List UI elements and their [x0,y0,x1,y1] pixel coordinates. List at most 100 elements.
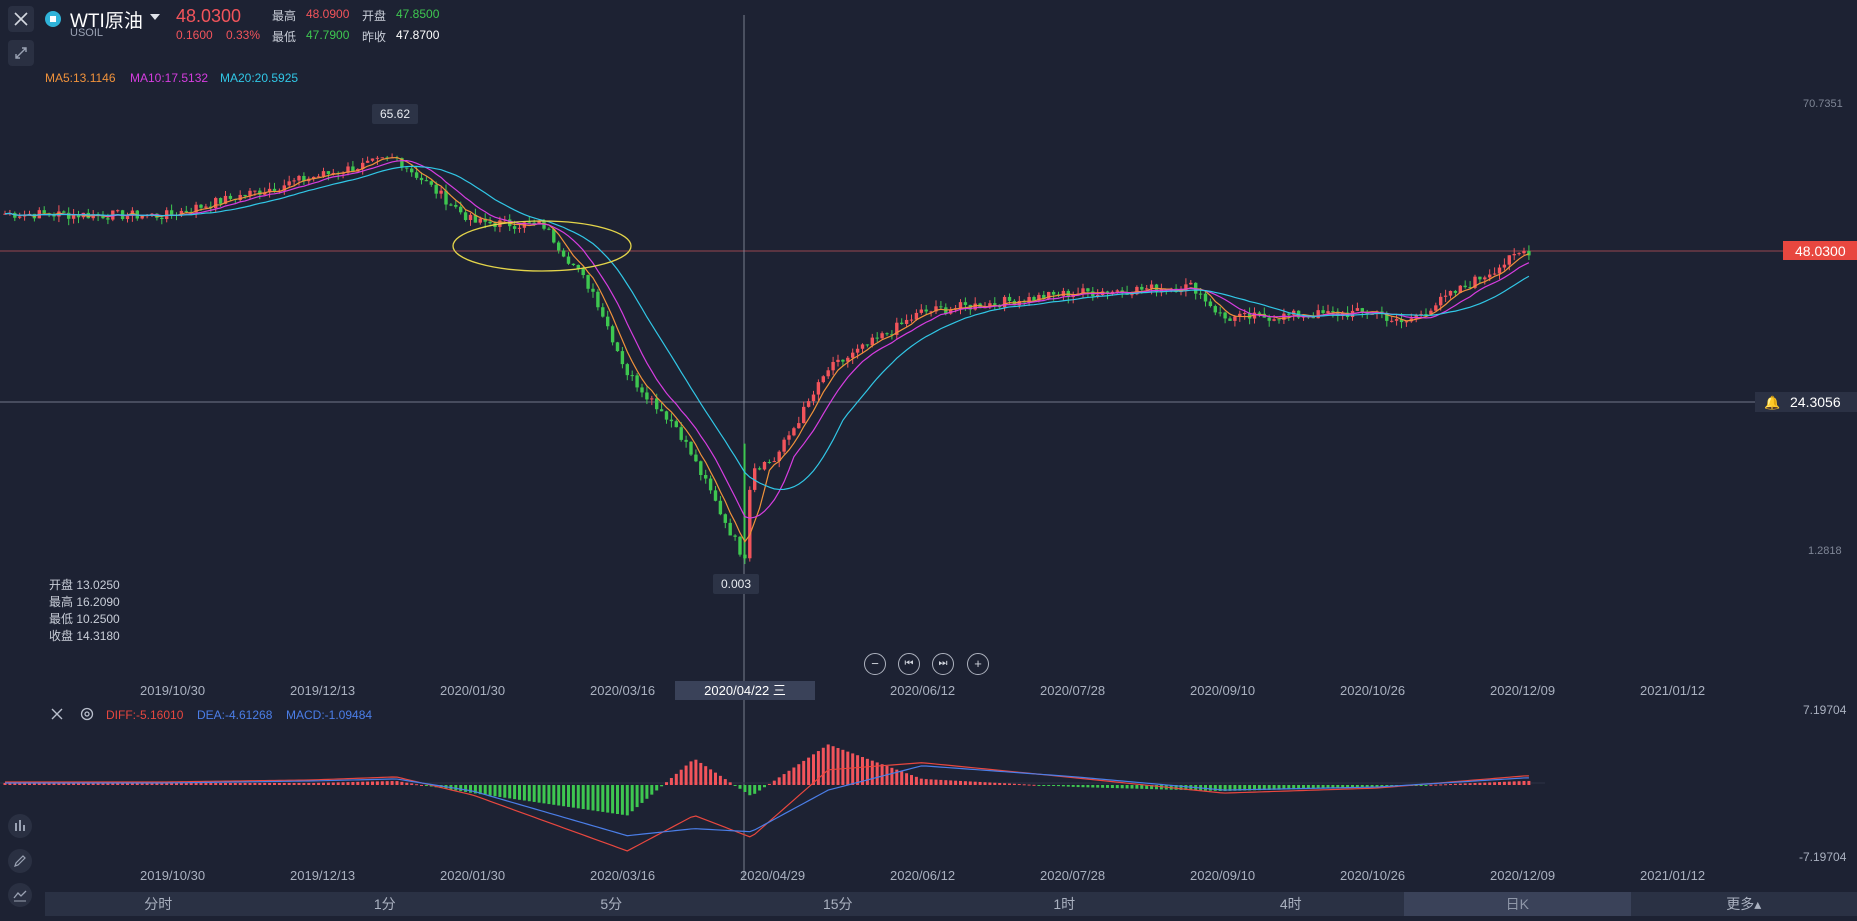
macd-histogram-bar [1434,784,1438,786]
candle [1203,293,1208,302]
timeframe-2[interactable]: 5分 [600,896,623,912]
candle [802,406,806,424]
macd-histogram-bar [1346,785,1350,788]
low-marker: 0.003 [713,574,760,594]
macd-histogram-bar [1287,785,1291,790]
macd-histogram-bar [870,760,874,785]
prev-icon[interactable]: ⏮ [898,653,920,675]
candle [640,387,644,393]
candle [870,337,874,346]
macd-histogram-bar [410,783,414,785]
candle [179,210,184,216]
macd-histogram-bar [356,781,360,785]
zoom-out-icon[interactable]: − [864,653,886,675]
macd-histogram-bar [1522,780,1526,785]
candle [1429,310,1433,315]
macd-histogram-bar [238,782,242,785]
date-tick-main: 2020/03/16 [590,683,656,698]
symbol-name[interactable]: WTI原油 [70,11,143,32]
macd-histogram-bar [86,782,90,785]
macd-histogram-bar [1370,785,1374,788]
candle [1228,318,1232,321]
ma5-legend: MA5:13.1146 [45,71,116,85]
macd-histogram-bar [1218,785,1222,791]
candle [410,168,414,173]
candle [846,357,850,362]
close-icon[interactable] [8,6,34,32]
ohlc-close: 收盘 14.3180 [49,629,120,643]
macd-histogram-bar [959,780,962,785]
last-price: 48.0300 [176,6,242,26]
timeframe-6[interactable]: 日K [1404,892,1631,916]
candle [1360,308,1364,312]
line-tool-icon[interactable] [8,883,32,907]
settings-icon[interactable] [80,707,94,726]
dropdown-icon[interactable] [150,14,160,20]
candle [606,316,610,327]
candle [1002,296,1007,308]
timeframe-7[interactable]: 更多▴ [1726,896,1762,912]
macd-histogram-bar [194,782,198,785]
macd-histogram-bar [204,782,208,785]
candle [449,204,453,206]
candle [694,454,698,462]
macd-histogram-bar [1498,781,1501,785]
date-tick-macd: 2020/03/16 [590,868,656,883]
macd-histogram-bar [106,782,110,785]
macd-histogram-bar [934,779,938,785]
macd-histogram-bar [552,785,556,805]
macd-histogram-bar [885,766,889,785]
candle [934,306,938,312]
candle [1394,319,1399,321]
date-tick-macd: 2020/01/30 [440,868,506,883]
candle [659,409,664,412]
macd-histogram-bar [718,775,722,785]
macd-histogram-bar [562,785,566,807]
timeframe-3[interactable]: 15分 [822,896,853,912]
timeframe-1[interactable]: 1分 [373,896,396,912]
candle [424,180,429,182]
draw-icon[interactable] [8,849,32,873]
date-tick-main: 2020/09/10 [1190,683,1256,698]
alarm-bell-icon[interactable]: 🔔 [1764,395,1781,410]
date-tick-macd: 2020/12/09 [1490,868,1556,883]
candle [821,376,825,383]
macd-histogram-bar [1297,785,1301,790]
timeframe-4[interactable]: 1时 [1053,896,1076,912]
macd-histogram-bar [777,777,781,785]
macd-histogram-bar [361,781,365,785]
macd-histogram-bar [914,776,918,785]
zoom-in-icon[interactable]: + [967,653,989,675]
macd-histogram-bar [287,782,291,785]
macd-histogram-bar [596,785,600,812]
macd-histogram-bar [130,782,134,785]
date-tick-main: 2019/10/30 [140,683,206,698]
macd-histogram-bar [973,781,977,785]
candle [1468,287,1472,289]
macd-histogram-bar [929,779,933,785]
timeframe-5[interactable]: 4时 [1279,896,1302,912]
candle [591,288,595,292]
date-tick-macd: 2020/10/26 [1340,868,1406,883]
indicator-icon[interactable] [8,814,32,838]
candle [106,218,110,220]
candle [326,171,331,174]
macd-histogram-bar [47,782,51,785]
macd-histogram-bar [3,782,7,785]
candle [914,312,919,320]
macd-histogram-bar [331,782,335,785]
timeframe-0[interactable]: 分时 [144,896,173,912]
macd-histogram-bar [224,782,227,785]
candle [1051,291,1056,295]
macd-histogram-bar [375,781,379,785]
macd-close-icon[interactable] [50,707,64,726]
ohlc-info-box: 开盘 13.0250 最高 16.2090 最低 10.2500 收盘 14.3… [49,577,120,645]
ma20-legend: MA20:20.5925 [220,71,299,85]
macd-histogram-bar [537,785,541,803]
collapse-icon[interactable] [8,40,34,66]
macd-histogram-bar [1326,785,1330,789]
next-icon[interactable]: ⏭ [932,653,954,675]
macd-histogram-bar [508,785,512,799]
macd-histogram-bar [689,761,693,785]
